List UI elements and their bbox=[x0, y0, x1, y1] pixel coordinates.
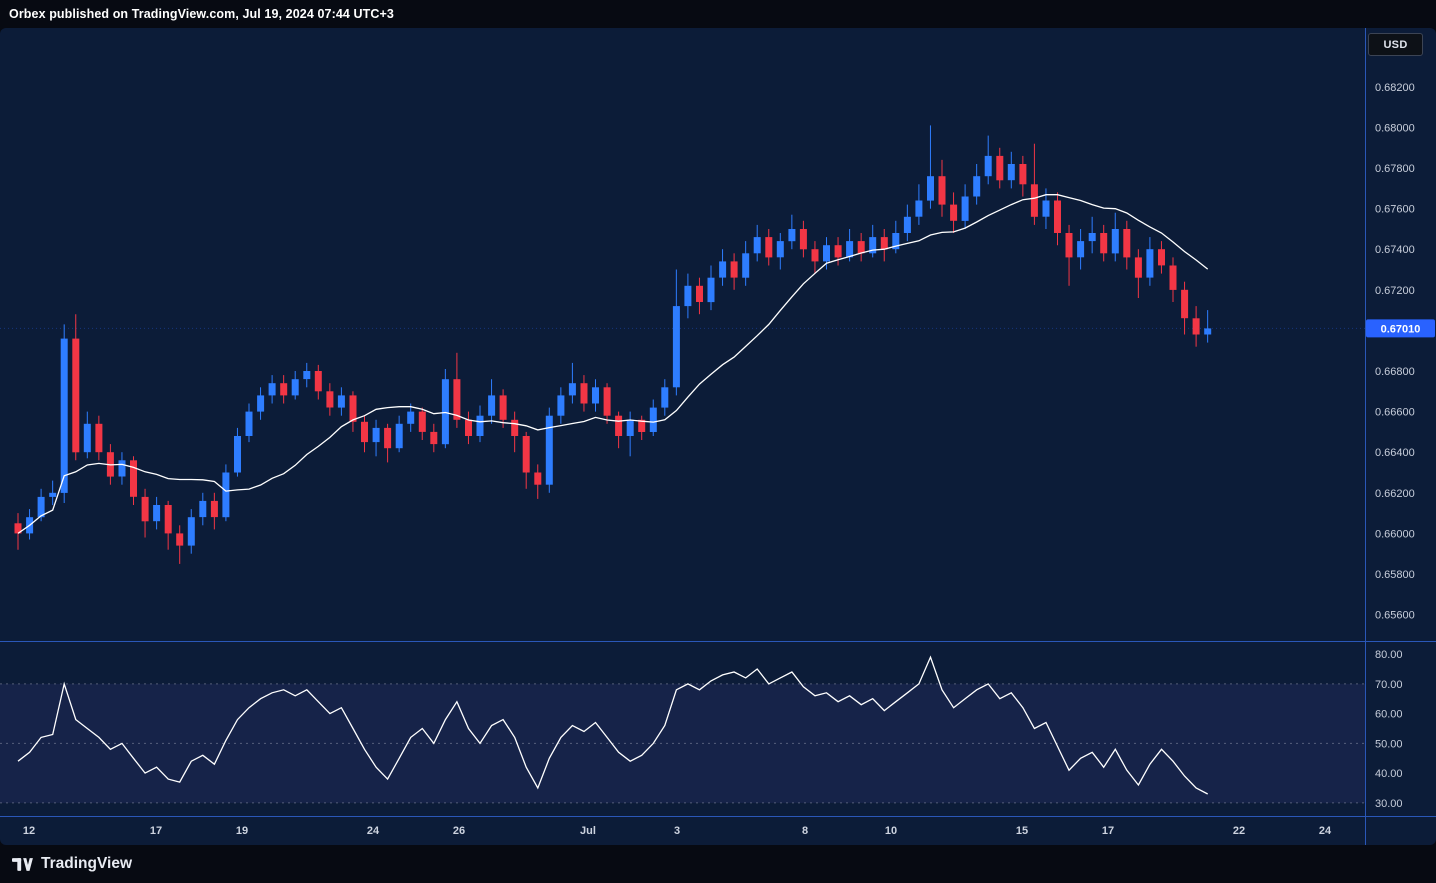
rsi-band bbox=[0, 683, 1365, 804]
svg-text:19: 19 bbox=[236, 825, 248, 837]
svg-text:0.66400: 0.66400 bbox=[1375, 447, 1415, 459]
svg-text:0.67600: 0.67600 bbox=[1375, 204, 1415, 216]
svg-text:60.00: 60.00 bbox=[1375, 709, 1403, 721]
svg-text:0.67400: 0.67400 bbox=[1375, 244, 1415, 256]
svg-text:0.65600: 0.65600 bbox=[1375, 610, 1415, 622]
price-axis[interactable]: 0.68200 0.68000 0.67800 0.67600 0.67400 0.672… bbox=[1375, 82, 1415, 622]
svg-text:70.00: 70.00 bbox=[1375, 679, 1403, 691]
svg-text:Jul: Jul bbox=[580, 825, 596, 837]
currency-button[interactable]: USD bbox=[1368, 33, 1423, 56]
tradingview-logo-icon[interactable] bbox=[12, 857, 34, 872]
svg-text:0.66000: 0.66000 bbox=[1375, 528, 1415, 540]
svg-text:24: 24 bbox=[367, 825, 380, 837]
svg-text:0.67200: 0.67200 bbox=[1375, 285, 1415, 297]
rsi-line bbox=[17, 655, 1208, 795]
svg-text:80.00: 80.00 bbox=[1375, 649, 1403, 661]
tradingview-brand-text[interactable]: TradingView bbox=[41, 855, 133, 872]
svg-text:26: 26 bbox=[453, 825, 465, 837]
rsi-axis[interactable]: 80.00 70.00 60.00 50.00 40.00 30.00 bbox=[1375, 649, 1403, 810]
time-axis[interactable]: 12 17 19 24 26 Jul 3 8 10 15 17 22 24 bbox=[23, 825, 1332, 837]
svg-text:0.67800: 0.67800 bbox=[1375, 163, 1415, 175]
svg-text:0.66200: 0.66200 bbox=[1375, 488, 1415, 500]
svg-text:12: 12 bbox=[23, 825, 35, 837]
svg-text:8: 8 bbox=[802, 825, 808, 837]
candlestick-series bbox=[14, 125, 1212, 564]
last-price-label: 0.67010 bbox=[1366, 319, 1435, 338]
svg-text:22: 22 bbox=[1233, 825, 1245, 837]
svg-text:15: 15 bbox=[1016, 825, 1028, 837]
svg-text:40.00: 40.00 bbox=[1375, 768, 1403, 780]
svg-text:50.00: 50.00 bbox=[1375, 738, 1403, 750]
svg-text:17: 17 bbox=[150, 825, 162, 837]
svg-text:0.67010: 0.67010 bbox=[1381, 323, 1421, 335]
svg-text:0.66800: 0.66800 bbox=[1375, 366, 1415, 378]
svg-text:0.66600: 0.66600 bbox=[1375, 407, 1415, 419]
publish-info: Orbex published on TradingView.com, Jul … bbox=[9, 7, 394, 21]
pane-separators bbox=[0, 28, 1436, 845]
sma-line bbox=[17, 194, 1209, 534]
footer-bar: TradingView bbox=[0, 845, 1436, 883]
svg-text:17: 17 bbox=[1102, 825, 1114, 837]
svg-text:0.68200: 0.68200 bbox=[1375, 82, 1415, 94]
svg-text:24: 24 bbox=[1319, 825, 1332, 837]
svg-text:0.65800: 0.65800 bbox=[1375, 569, 1415, 581]
price-chart[interactable]: 0.68200 0.68000 0.67800 0.67600 0.67400 0.672… bbox=[0, 28, 1436, 845]
svg-text:30.00: 30.00 bbox=[1375, 798, 1403, 810]
svg-text:10: 10 bbox=[885, 825, 897, 837]
publish-header: Orbex published on TradingView.com, Jul … bbox=[0, 0, 1436, 28]
svg-text:3: 3 bbox=[674, 825, 680, 837]
svg-text:0.68000: 0.68000 bbox=[1375, 122, 1415, 134]
chart-canvas[interactable]: 0.68200 0.68000 0.67800 0.67600 0.67400 0.672… bbox=[0, 28, 1436, 845]
